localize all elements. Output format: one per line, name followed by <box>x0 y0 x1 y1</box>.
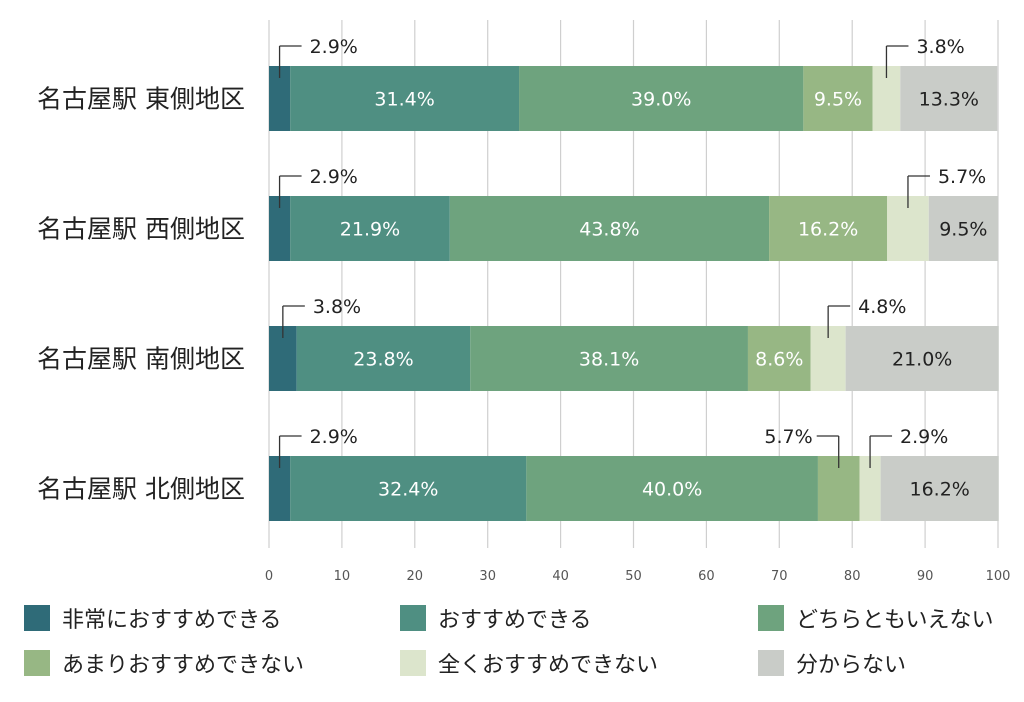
bar-segment <box>449 196 770 261</box>
x-tick-label: 90 <box>917 569 934 584</box>
bar-segment <box>803 66 873 131</box>
legend-swatch <box>24 605 50 631</box>
bar-segment <box>900 66 998 131</box>
x-tick-label: 60 <box>698 569 715 584</box>
data-label: 38.1% <box>579 349 639 371</box>
x-tick-label: 30 <box>479 569 496 584</box>
legend-swatch <box>758 650 784 676</box>
data-label: 3.8% <box>916 36 964 58</box>
data-label: 2.9% <box>900 426 948 448</box>
data-label: 39.0% <box>631 89 691 111</box>
data-label: 31.4% <box>374 89 434 111</box>
data-label: 5.7% <box>938 166 986 188</box>
legend-label: おすすめできる <box>438 608 592 633</box>
x-tick-label: 40 <box>552 569 569 584</box>
bars: 31.4% 39.0% 9.5% 13.3% 21.9% 43.8% 16.2% 9.5% 23… <box>269 66 999 521</box>
x-axis-ticks: 0 10 20 30 40 50 60 70 80 90 100 <box>265 569 1011 584</box>
bar-segment <box>296 326 471 391</box>
legend-label: あまりおすすめできない <box>62 653 304 678</box>
category-label: 名古屋駅 北側地区 <box>37 475 245 504</box>
data-label: 3.8% <box>313 296 361 318</box>
callouts: 2.9% 3.8% 2.9% 5.7% 3.8% 4.8% 2.9% 5.7% 2.9% <box>278 36 986 468</box>
data-label: 9.5% <box>939 219 987 241</box>
x-tick-label: 80 <box>844 569 861 584</box>
bar-segment <box>526 456 818 521</box>
data-label: 13.3% <box>919 89 979 111</box>
data-label: 2.9% <box>310 166 358 188</box>
data-label: 4.8% <box>858 296 906 318</box>
data-label: 40.0% <box>642 479 702 501</box>
bar-segment <box>519 66 804 131</box>
legend-label: 全くおすすめできない <box>438 653 658 678</box>
bar-segment <box>290 66 520 131</box>
legend-label: 非常におすすめできる <box>62 608 282 633</box>
bar-segment <box>880 456 999 521</box>
legend-swatch <box>400 605 426 631</box>
legend-label: 分からない <box>796 653 906 678</box>
legend-swatch <box>400 650 426 676</box>
category-label: 名古屋駅 東側地区 <box>37 85 245 114</box>
data-label: 21.9% <box>340 219 400 241</box>
legend-label: どちらともいえない <box>796 608 994 633</box>
data-label: 16.2% <box>798 219 858 241</box>
legend-swatch <box>758 605 784 631</box>
x-tick-label: 10 <box>334 569 351 584</box>
bar-segment <box>269 456 291 521</box>
data-label: 16.2% <box>910 479 970 501</box>
bar-segment <box>747 326 811 391</box>
data-label: 23.8% <box>353 349 413 371</box>
data-label: 9.5% <box>814 89 862 111</box>
category-label: 名古屋駅 西側地区 <box>37 215 245 244</box>
data-label: 2.9% <box>310 426 358 448</box>
x-tick-label: 70 <box>771 569 788 584</box>
bar-segment <box>269 196 291 261</box>
legend-swatch <box>24 650 50 676</box>
data-label: 2.9% <box>310 36 358 58</box>
x-tick-label: 100 <box>986 569 1011 584</box>
x-tick-label: 50 <box>625 569 642 584</box>
data-label: 21.0% <box>892 349 952 371</box>
data-label: 43.8% <box>579 219 639 241</box>
x-tick-label: 0 <box>265 569 273 584</box>
x-tick-label: 20 <box>407 569 424 584</box>
data-label: 8.6% <box>755 349 803 371</box>
bar-segment <box>470 326 748 391</box>
category-label: 名古屋駅 南側地区 <box>37 345 245 374</box>
bar-segment <box>290 196 450 261</box>
data-label: 32.4% <box>378 479 438 501</box>
bar-segment <box>269 66 291 131</box>
bar-segment <box>290 456 527 521</box>
bar-segment <box>845 326 999 391</box>
bar-segment <box>859 456 881 521</box>
bar-segment <box>928 196 998 261</box>
bar-segment <box>769 196 888 261</box>
data-label: 5.7% <box>764 426 812 448</box>
